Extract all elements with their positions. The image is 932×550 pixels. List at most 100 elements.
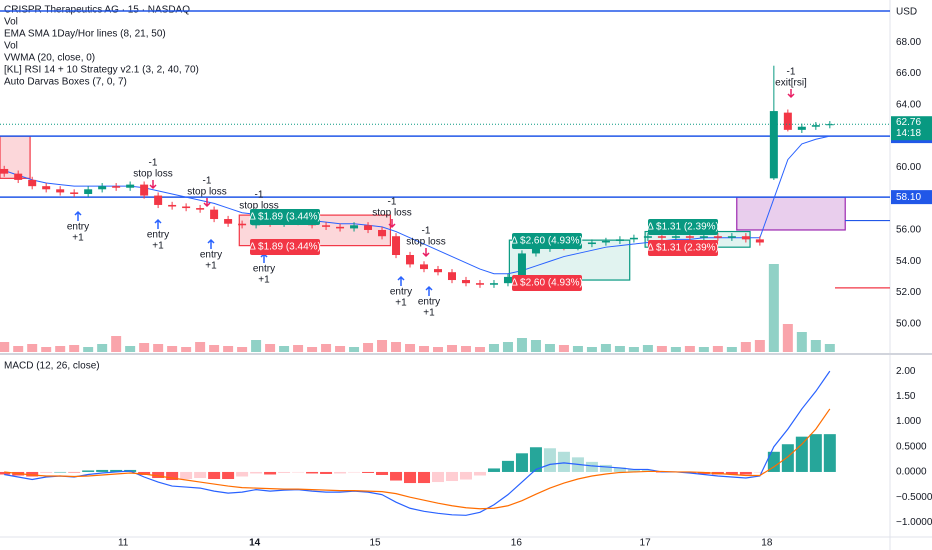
y-tick-label: 0.5000 xyxy=(896,441,927,452)
signal-label: -1 xyxy=(255,190,264,201)
x-tick-label: 17 xyxy=(640,538,652,549)
volume-bar xyxy=(656,346,667,352)
candle-body xyxy=(517,253,526,277)
volume-bar xyxy=(488,344,499,352)
signal-label: stop loss xyxy=(406,237,445,248)
x-tick-label: 11 xyxy=(118,538,129,549)
volume-bar xyxy=(41,347,52,352)
volume-bar xyxy=(446,345,457,352)
histogram-bar xyxy=(152,471,165,479)
candle-body xyxy=(154,195,163,205)
y-tick-label: 56.00 xyxy=(896,225,921,236)
candle-body xyxy=(322,225,331,227)
y-tick-label: 66.00 xyxy=(896,68,921,79)
histogram-bar xyxy=(739,471,752,475)
volume-bar xyxy=(628,347,639,352)
signal-label: stop loss xyxy=(187,187,226,198)
signal-label: stop loss xyxy=(133,169,172,180)
y-tick-label: −1.0000 xyxy=(896,517,932,528)
histogram-bar xyxy=(418,471,431,484)
delta-label: Δ $2.60 (4.93%) xyxy=(511,278,583,289)
price-tag-label: 58.10 xyxy=(896,192,921,203)
candle-body xyxy=(126,184,135,188)
candle-body xyxy=(42,186,51,190)
candle-body xyxy=(140,184,149,196)
signal-label: stop loss xyxy=(372,208,411,219)
volume-bar xyxy=(530,340,541,352)
candle-body xyxy=(503,276,512,284)
signal-label: -1 xyxy=(787,67,796,78)
delta-tag xyxy=(512,275,582,291)
delta-label: Δ $1.31 (2.39%) xyxy=(647,243,719,254)
signal-label: entry xyxy=(200,250,222,261)
volume-bar xyxy=(363,343,374,352)
candle-body xyxy=(84,189,93,194)
candle-body xyxy=(350,225,359,229)
candle-body xyxy=(713,236,722,238)
indicator-label: VWMA (20, close, 0) xyxy=(4,53,95,64)
volume-bar xyxy=(279,346,290,352)
signal-label: entry xyxy=(390,287,412,298)
candle-body xyxy=(364,225,373,230)
candle-body xyxy=(727,236,736,238)
histogram-bar xyxy=(487,468,500,472)
volume-bar xyxy=(307,347,318,352)
histogram-bar xyxy=(627,469,640,472)
indicator-label: Auto Darvas Boxes (7, 0, 7) xyxy=(4,77,127,88)
volume-bar xyxy=(377,340,388,352)
y-tick-label: 68.00 xyxy=(896,37,921,48)
x-tick-label: 18 xyxy=(761,538,773,549)
signal-arrow xyxy=(397,275,405,286)
indicator-label: [KL] RSI 14 + 10 Strategy v2.1 (3, 2, 40… xyxy=(4,65,199,76)
volume-bar xyxy=(405,344,416,352)
histogram-bar xyxy=(809,434,822,472)
histogram-bar xyxy=(0,471,11,475)
histogram-bar xyxy=(445,471,458,482)
y-tick-label: 52.00 xyxy=(896,287,921,298)
volume-bar xyxy=(13,346,24,352)
volume-bar xyxy=(209,345,220,352)
signal-label: stop loss xyxy=(239,201,278,212)
volume-bar xyxy=(740,342,751,352)
volume-bar xyxy=(251,340,262,352)
candle-body xyxy=(112,186,121,188)
x-tick-label: 15 xyxy=(369,538,381,549)
candle-body xyxy=(769,111,778,179)
candle-body xyxy=(238,223,247,226)
volume-bar xyxy=(195,342,206,352)
candle-body xyxy=(531,248,540,254)
signal-label: exit[rsi] xyxy=(775,78,807,89)
candle-body xyxy=(98,186,107,190)
volume-bar xyxy=(810,340,821,352)
delta-label: Δ $1.89 (3.44%) xyxy=(249,242,321,253)
volume-bar xyxy=(125,346,136,352)
volume-bar xyxy=(335,346,346,352)
signal-arrow xyxy=(203,198,211,208)
signal-label: -1 xyxy=(149,158,158,169)
volume-bar xyxy=(391,342,402,352)
volume-bar xyxy=(586,347,597,352)
volume-bar xyxy=(474,347,485,352)
histogram-bar xyxy=(767,451,780,472)
histogram-bar xyxy=(348,471,361,473)
histogram-bar xyxy=(306,471,319,474)
y-tick-label: 50.00 xyxy=(896,318,921,329)
histogram-bar xyxy=(529,447,542,472)
y-tick-label: 54.00 xyxy=(896,256,921,267)
signal-arrow xyxy=(425,285,433,296)
volume-bar xyxy=(698,347,709,352)
histogram-bar xyxy=(557,451,570,472)
signal-arrow xyxy=(422,248,430,258)
histogram-bar xyxy=(208,471,221,480)
candle-body xyxy=(461,280,470,284)
signal-label: +1 xyxy=(152,241,164,252)
histogram-bar xyxy=(390,471,403,481)
signal-arrow xyxy=(154,218,162,229)
histogram-bar xyxy=(40,471,53,473)
histogram-bar xyxy=(250,471,263,474)
volume-bar xyxy=(321,344,332,352)
delta-tag xyxy=(648,219,718,235)
volume-bar xyxy=(460,346,471,352)
volume-bar xyxy=(237,347,248,352)
volume-bar xyxy=(433,347,444,352)
